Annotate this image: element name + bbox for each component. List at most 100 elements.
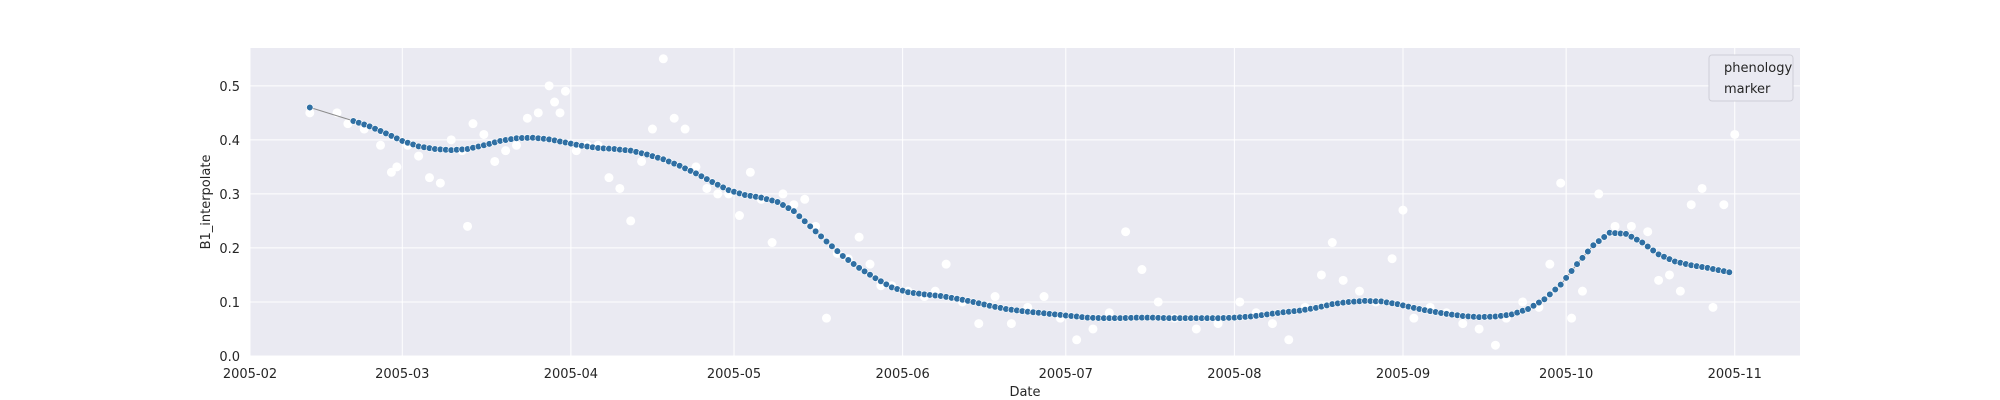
legend-box xyxy=(1708,54,1794,102)
raw-point xyxy=(376,140,386,150)
y-tick-label: 0.2 xyxy=(219,242,240,257)
interpolated-point xyxy=(306,103,314,112)
raw-point xyxy=(463,221,473,231)
raw-point xyxy=(1267,319,1277,329)
raw-point xyxy=(637,156,647,166)
interpolated-point xyxy=(1529,302,1538,310)
interpolated-points xyxy=(306,103,1733,322)
legend-entry-marker: marker xyxy=(1724,82,1771,97)
interpolated-point xyxy=(1551,285,1559,294)
raw-point xyxy=(424,173,434,183)
raw-point xyxy=(865,259,875,269)
x-tick-label: 2005-07 xyxy=(1039,367,1093,382)
interpolated-point xyxy=(871,274,880,282)
raw-point xyxy=(604,173,614,183)
raw-point xyxy=(1664,270,1674,280)
y-tick-label: 0.0 xyxy=(219,350,240,365)
raw-point xyxy=(1121,227,1131,237)
interpolated-point xyxy=(1562,274,1570,282)
raw-point xyxy=(647,124,657,134)
raw-point xyxy=(1354,286,1364,296)
x-tick-label: 2005-11 xyxy=(1708,367,1762,382)
interpolated-point xyxy=(1557,281,1565,289)
raw-point xyxy=(691,162,701,172)
raw-point xyxy=(550,97,560,107)
interpolated-point xyxy=(833,247,841,255)
raw-point xyxy=(1088,324,1098,334)
raw-point xyxy=(414,151,424,161)
raw-point xyxy=(1610,221,1620,231)
interpolated-point xyxy=(1546,290,1554,299)
raw-point xyxy=(1567,313,1577,323)
x-tick-label: 2005-09 xyxy=(1376,367,1430,382)
interpolated-point xyxy=(882,280,890,288)
interpolated-point xyxy=(1589,241,1597,249)
raw-point xyxy=(974,319,984,329)
y-tick-label: 0.3 xyxy=(219,188,240,203)
raw-point xyxy=(490,156,500,166)
raw-point xyxy=(680,124,690,134)
raw-point xyxy=(1626,221,1636,231)
raw-point xyxy=(1730,129,1740,139)
y-tick-label: 0.1 xyxy=(219,296,240,311)
interpolated-point xyxy=(877,277,885,285)
interpolated-point xyxy=(1578,254,1587,262)
interpolated-point xyxy=(1638,238,1646,247)
raw-point xyxy=(1643,227,1653,237)
raw-point xyxy=(615,183,625,193)
raw-point xyxy=(778,189,788,199)
raw-point xyxy=(446,135,456,145)
raw-point xyxy=(1137,265,1147,275)
x-tick-label: 2005-06 xyxy=(875,367,929,382)
x-tick-label: 2005-03 xyxy=(375,367,429,382)
raw-point xyxy=(1284,335,1294,345)
raw-point xyxy=(626,216,636,226)
raw-point xyxy=(1072,335,1082,345)
raw-point xyxy=(1458,319,1468,329)
raw-point xyxy=(745,167,755,177)
raw-point xyxy=(669,113,679,123)
raw-point xyxy=(501,146,511,156)
raw-point xyxy=(468,119,478,129)
raw-point xyxy=(1518,297,1528,307)
interpolated-point xyxy=(844,256,852,264)
raw-point xyxy=(1104,308,1114,318)
raw-point xyxy=(854,232,864,242)
interpolated-point xyxy=(773,198,782,206)
raw-point xyxy=(560,86,570,96)
interpolated-point xyxy=(801,217,809,225)
interpolated-point xyxy=(1584,247,1592,256)
raw-point xyxy=(1006,319,1016,329)
raw-point xyxy=(1708,302,1718,312)
x-tick-label: 2005-05 xyxy=(707,367,761,382)
interpolated-point xyxy=(1595,237,1603,245)
raw-point xyxy=(571,146,581,156)
raw-point xyxy=(1387,254,1397,264)
raw-point xyxy=(767,238,777,248)
y-tick-labels: 0.0 0.1 0.2 0.3 0.4 0.5 xyxy=(219,80,240,365)
raw-point xyxy=(1039,292,1049,302)
raw-point xyxy=(1191,324,1201,334)
raw-point xyxy=(1409,313,1419,323)
interpolated-point xyxy=(806,222,814,230)
interpolated-point xyxy=(1600,233,1608,241)
raw-point xyxy=(435,178,445,188)
raw-point xyxy=(1654,275,1664,285)
interpolated-point xyxy=(1573,260,1581,268)
raw-point xyxy=(821,313,831,323)
y-axis-label: B1_interpolate xyxy=(199,155,214,250)
raw-point xyxy=(734,211,744,221)
raw-point xyxy=(479,129,489,139)
raw-point xyxy=(1490,340,1500,350)
x-axis-label: Date xyxy=(1009,385,1040,400)
x-tick-label: 2005-08 xyxy=(1207,367,1261,382)
raw-point xyxy=(1213,319,1223,329)
interpolated-point xyxy=(1649,246,1657,255)
raw-point xyxy=(658,54,668,64)
interpolated-point xyxy=(790,207,798,215)
raw-point xyxy=(1235,297,1245,307)
raw-point xyxy=(941,259,951,269)
raw-point xyxy=(800,194,810,204)
legend: phenology marker xyxy=(1708,54,1794,102)
